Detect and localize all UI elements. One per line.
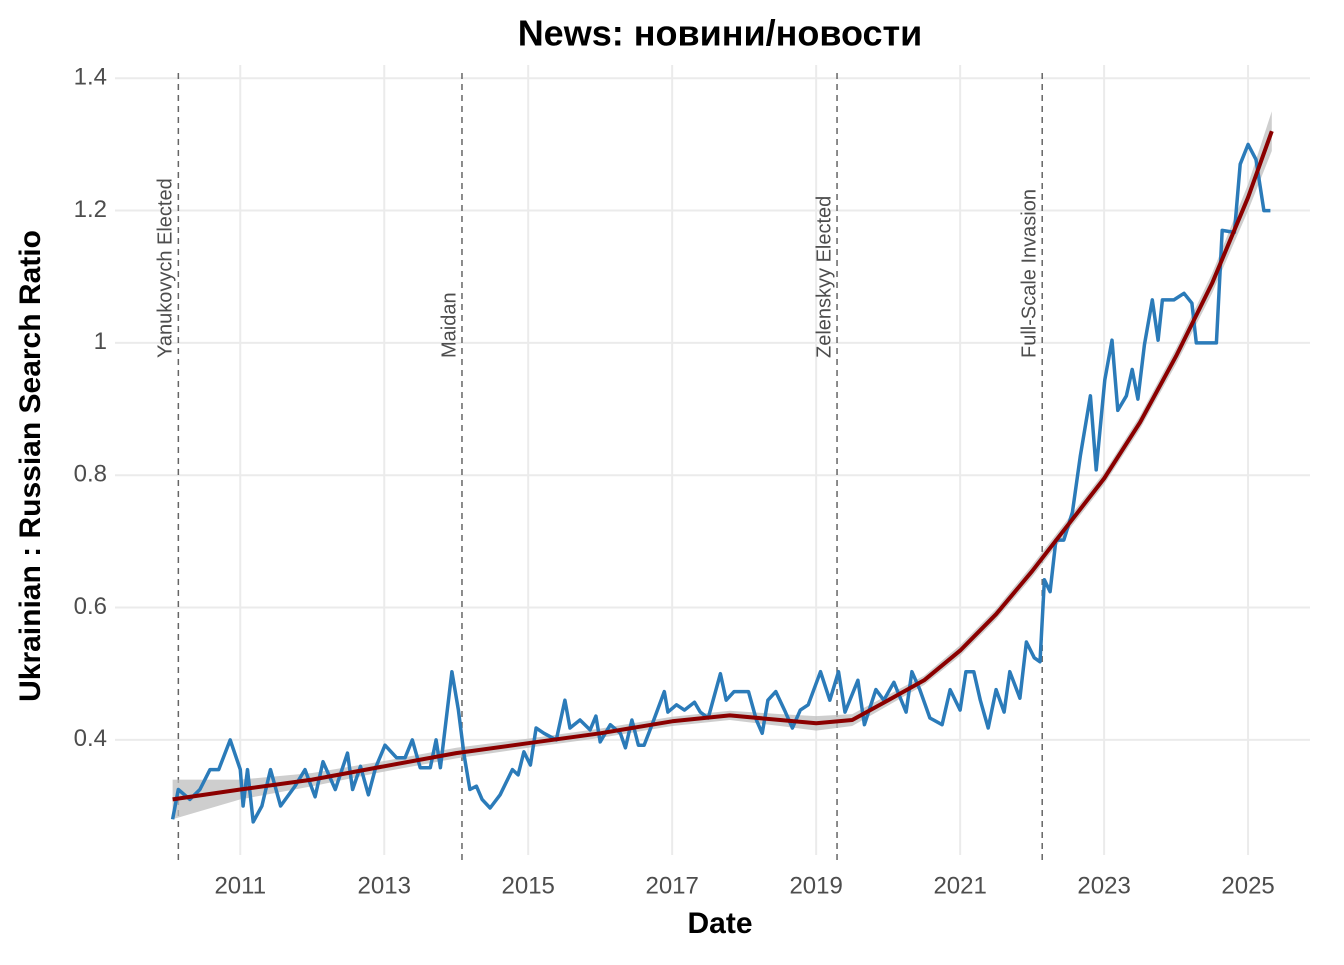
y-axis-title: Ukrainian : Russian Search Ratio — [14, 230, 47, 702]
trend-line — [172, 130, 1274, 802]
event-label: Full-Scale Invasion — [1018, 189, 1040, 358]
x-tick-label: 2019 — [789, 872, 842, 899]
event-label: Maidan — [438, 292, 460, 358]
x-tick-label: 2013 — [358, 872, 411, 899]
x-tick-label: 2023 — [1077, 872, 1130, 899]
y-tick-label: 1.2 — [74, 196, 107, 223]
event-label: Yanukovych Elected — [155, 178, 177, 358]
y-tick-label: 1.4 — [74, 64, 107, 91]
data-line — [170, 142, 1271, 824]
event-label: Zelenskyy Elected — [813, 196, 835, 358]
confidence-band — [172, 111, 1272, 820]
x-tick-label: 2025 — [1221, 872, 1274, 899]
chart-title: News: новини/новости — [518, 13, 923, 54]
y-tick-label: 1 — [94, 328, 107, 355]
y-tick-label: 0.8 — [74, 461, 107, 488]
x-tick-label: 2021 — [933, 872, 986, 899]
x-axis-title: Date — [687, 907, 752, 940]
x-tick-label: 2017 — [645, 872, 698, 899]
y-tick-label: 0.6 — [74, 593, 107, 620]
x-tick-label: 2011 — [214, 872, 266, 899]
x-tick-label: 2015 — [502, 872, 555, 899]
y-tick-label: 0.4 — [74, 725, 107, 752]
